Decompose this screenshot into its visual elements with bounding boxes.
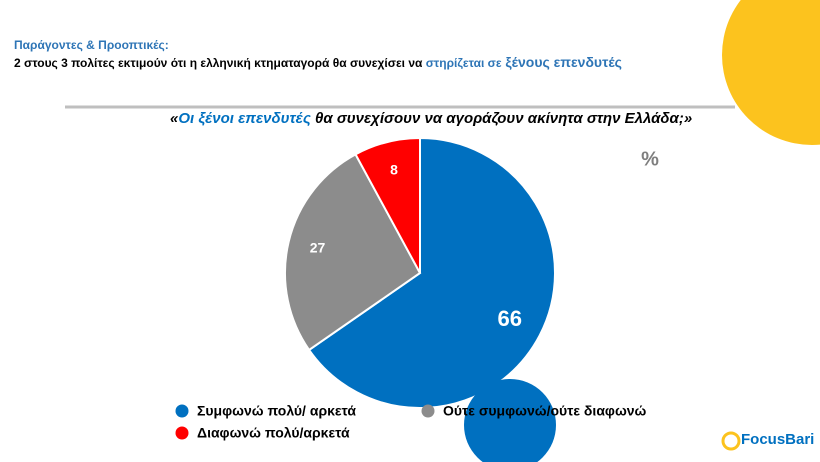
logo-icon — [721, 431, 741, 451]
subtitle-part: ξένους επενδυτές — [501, 54, 622, 70]
pie-slice — [284, 153, 422, 352]
data-label: 8 — [390, 162, 398, 178]
legend-marker — [421, 404, 435, 418]
chart-title: «Οι ξένοι επενδυτές θα συνεχίσουν να αγο… — [170, 110, 692, 127]
legend-marker — [175, 426, 189, 440]
pie-slice — [354, 136, 421, 274]
data-label: 66 — [497, 306, 521, 331]
subtitle-part: 2 στους 3 πολίτες εκτιμούν ότι η ελληνικ… — [14, 56, 426, 70]
subtitle-part: στηρίζεται σε — [425, 56, 502, 70]
pie-slice — [307, 136, 556, 409]
legend-label: Ούτε συμφωνώ/ούτε διαφωνώ — [443, 403, 647, 419]
legend-label: Διαφωνώ πολύ/αρκετά — [197, 425, 350, 441]
legend-marker — [175, 404, 189, 418]
logo: FocusBari — [741, 431, 814, 448]
header-title: Παράγοντες & Προοπτικές: — [14, 38, 169, 52]
legend-label: Συμφωνώ πολύ/ αρκετά — [197, 403, 356, 419]
title-part: « — [170, 110, 179, 127]
title-part: Οι ξένοι επενδυτές — [178, 110, 311, 127]
title-part: θα συνεχίσουν να αγοράζουν ακίνητα στην … — [310, 110, 693, 127]
decor-circle — [464, 379, 556, 462]
data-label: 27 — [310, 239, 326, 255]
unit-label: % — [641, 148, 659, 170]
decor-circle — [722, 0, 820, 145]
header-subtitle: 2 στους 3 πολίτες εκτιμούν ότι η ελληνικ… — [14, 54, 622, 70]
